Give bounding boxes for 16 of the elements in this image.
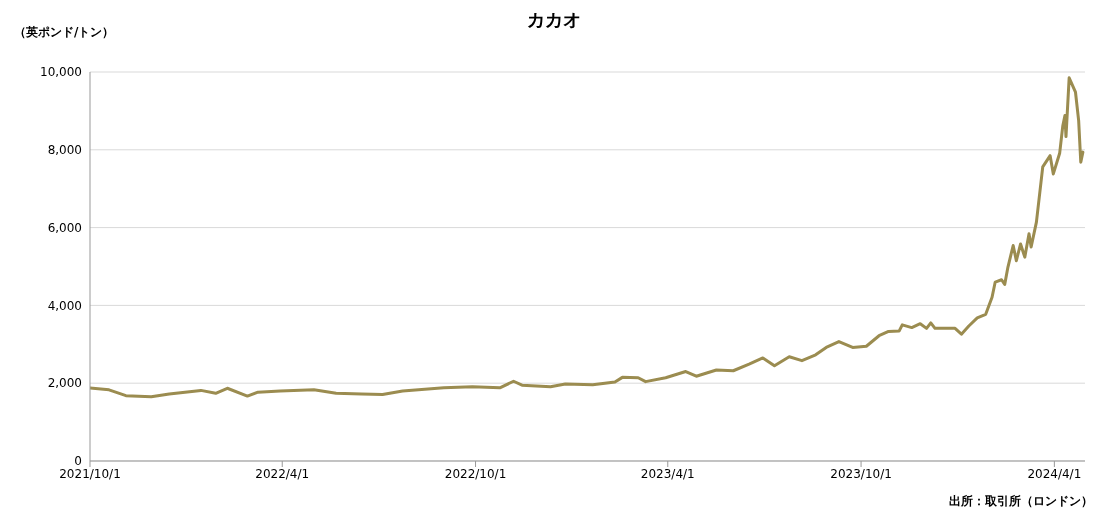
x-tick-label: 2023/4/1	[640, 466, 695, 481]
x-tick-label: 2022/10/1	[444, 466, 507, 481]
x-tick-label: 2023/10/1	[830, 466, 892, 481]
x-tick-label: 2021/10/1	[59, 466, 121, 481]
y-tick-label: 8,000	[47, 143, 82, 158]
y-tick-label: 4,000	[47, 298, 82, 313]
y-axis-title: （英ポンド/トン）	[14, 24, 115, 41]
y-tick-label: 10,000	[40, 65, 82, 80]
y-tick-label: 0	[74, 454, 82, 469]
chart-title: カカオ	[526, 9, 581, 30]
text: 出所：取引所（ロンドン）	[949, 493, 1093, 510]
x-tick-label: 2024/4/1	[1027, 466, 1082, 481]
y-tick-label: 6,000	[47, 220, 82, 235]
x-tick-label: 2022/4/1	[255, 466, 310, 481]
y-tick-label: 2,000	[47, 376, 82, 391]
line-series	[90, 76, 1085, 399]
